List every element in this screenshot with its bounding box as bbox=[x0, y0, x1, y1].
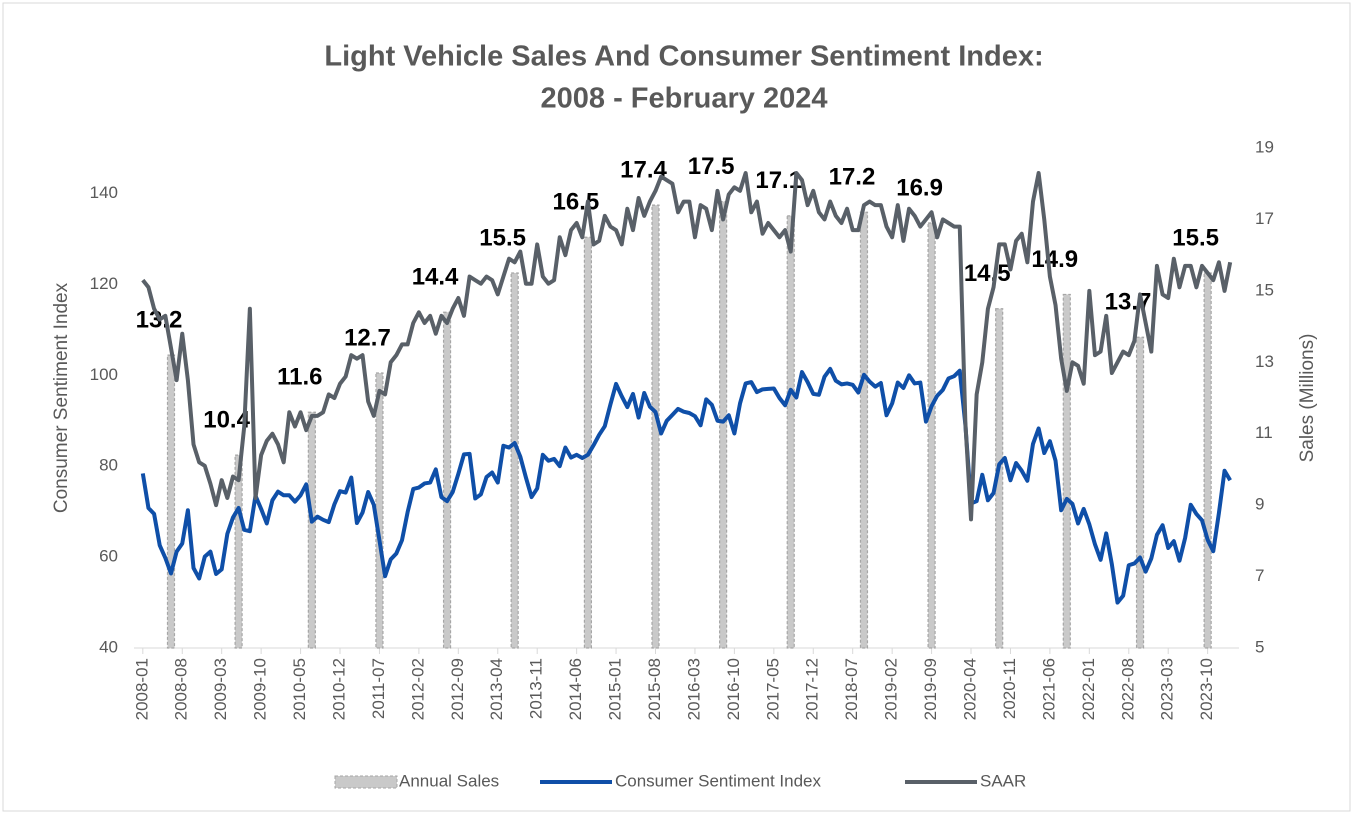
y-tick-label: 60 bbox=[99, 547, 118, 566]
data-label: 17.2 bbox=[829, 164, 876, 191]
line bbox=[141, 171, 1233, 522]
bar bbox=[583, 236, 593, 649]
x-tick-label: 2019-02 bbox=[882, 658, 901, 720]
x-tick-label: 2010-12 bbox=[329, 658, 348, 720]
x-tick-label: 2022-08 bbox=[1118, 658, 1137, 720]
y2-tick-label: 7 bbox=[1255, 566, 1264, 585]
data-label: 15.5 bbox=[479, 224, 526, 251]
x-tick-label: 2012-02 bbox=[408, 658, 427, 720]
x-tick-label: 2015-08 bbox=[645, 658, 664, 720]
x-tick-label: 2022-01 bbox=[1079, 658, 1098, 720]
bar bbox=[1203, 272, 1212, 649]
x-tick-label: 2017-05 bbox=[763, 658, 782, 720]
bar bbox=[719, 200, 728, 649]
data-label: 12.7 bbox=[344, 324, 391, 351]
bar bbox=[166, 354, 176, 649]
y-axis-title: Consumer Sentiment Index bbox=[51, 282, 72, 513]
y-tick-label: 120 bbox=[90, 274, 118, 293]
chart-title: 2008 - February 2024 bbox=[541, 83, 828, 115]
bar bbox=[442, 311, 452, 649]
chart-title: Light Vehicle Sales And Consumer Sentime… bbox=[324, 41, 1043, 73]
data-label: 15.5 bbox=[1172, 224, 1219, 251]
y2-tick-label: 17 bbox=[1255, 209, 1274, 228]
data-label: 14.5 bbox=[964, 260, 1011, 287]
data-label: 16.9 bbox=[896, 174, 943, 201]
x-tick-label: 2008-01 bbox=[132, 658, 151, 720]
x-tick-label: 2023-03 bbox=[1158, 658, 1177, 720]
data-label: 17.5 bbox=[688, 153, 735, 180]
bar bbox=[510, 272, 519, 649]
legend-label: SAAR bbox=[980, 771, 1026, 790]
x-tick-label: 2021-06 bbox=[1039, 658, 1058, 720]
y-tick-label: 140 bbox=[90, 183, 118, 202]
line bbox=[140, 366, 1232, 605]
x-tick-label: 2010-05 bbox=[290, 658, 309, 720]
x-tick-label: 2020-11 bbox=[1000, 658, 1019, 719]
x-tick-label: 2011-07 bbox=[369, 658, 388, 719]
y2-tick-label: 9 bbox=[1255, 495, 1264, 514]
x-tick-label: 2020-04 bbox=[961, 658, 980, 720]
y2-tick-label: 19 bbox=[1255, 137, 1274, 156]
bar bbox=[859, 211, 869, 649]
x-tick-label: 2015-01 bbox=[606, 658, 625, 720]
x-tick-label: 2018-07 bbox=[842, 658, 861, 720]
legend-label: Annual Sales bbox=[399, 771, 499, 790]
bar bbox=[651, 204, 660, 649]
x-tick-label: 2016-10 bbox=[724, 658, 743, 720]
x-tick-label: 2013-04 bbox=[487, 658, 506, 720]
x-tick-label: 2014-06 bbox=[566, 658, 585, 720]
legend-label: Consumer Sentiment Index bbox=[615, 771, 821, 790]
x-tick-label: 2017-12 bbox=[803, 658, 822, 720]
x-tick-label: 2023-10 bbox=[1197, 658, 1216, 720]
x-tick-label: 2008-08 bbox=[172, 658, 191, 720]
x-tick-label: 2013-11 bbox=[527, 658, 546, 719]
x-tick-label: 2009-10 bbox=[251, 658, 270, 720]
bar bbox=[375, 372, 384, 649]
y2-tick-label: 5 bbox=[1255, 637, 1264, 656]
x-tick-label: 2019-09 bbox=[921, 658, 940, 720]
bar bbox=[1062, 293, 1071, 649]
x-tick-label: 2012-09 bbox=[448, 658, 467, 720]
x-tick-label: 2009-03 bbox=[211, 658, 230, 720]
y-tick-label: 40 bbox=[99, 637, 118, 656]
data-label: 16.5 bbox=[553, 189, 600, 216]
y-tick-label: 100 bbox=[90, 365, 118, 384]
data-label: 11.6 bbox=[277, 364, 322, 391]
y2-tick-label: 13 bbox=[1255, 352, 1274, 371]
y2-tick-label: 15 bbox=[1255, 280, 1274, 299]
legend-swatch bbox=[334, 775, 398, 789]
bar bbox=[1135, 336, 1145, 649]
y-tick-label: 80 bbox=[99, 456, 118, 475]
y2-tick-label: 11 bbox=[1255, 423, 1273, 442]
data-label: 14.9 bbox=[1031, 246, 1078, 273]
x-tick-label: 2016-03 bbox=[684, 658, 703, 720]
data-label: 14.4 bbox=[412, 264, 459, 291]
bar bbox=[927, 222, 936, 649]
bar bbox=[234, 454, 243, 649]
y2-axis-title: Sales (Millions) bbox=[1297, 334, 1318, 463]
bar bbox=[786, 215, 795, 649]
bar bbox=[307, 411, 316, 649]
